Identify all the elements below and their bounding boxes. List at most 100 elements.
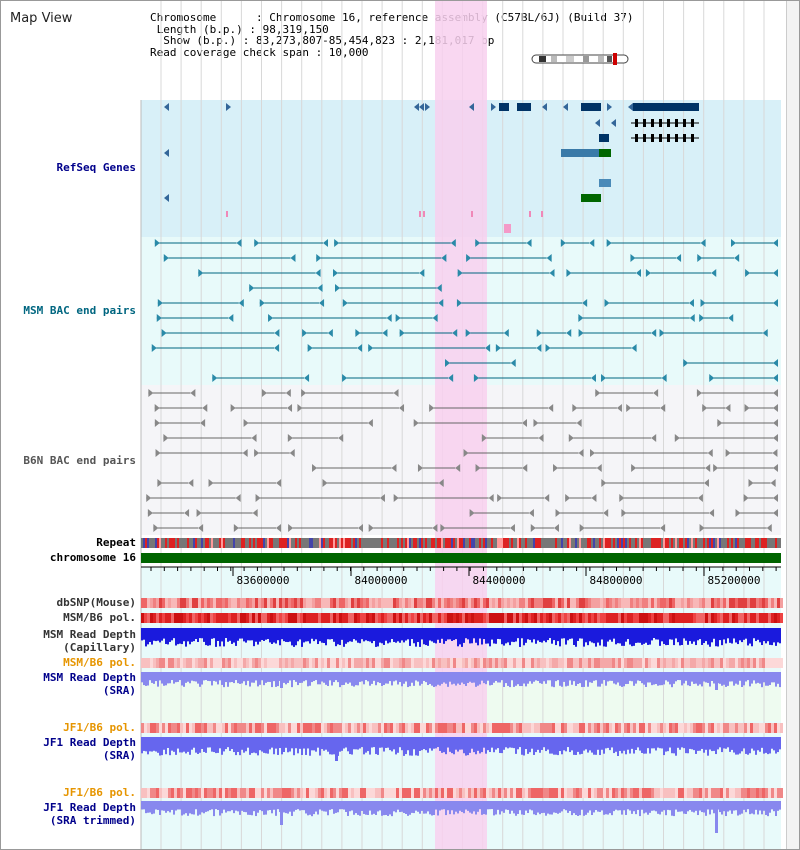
bac-end-arrow xyxy=(544,494,550,502)
repeat-feature xyxy=(573,538,575,548)
read-depth-bar xyxy=(385,801,387,815)
polymorphism-cell xyxy=(378,613,381,623)
read-depth-bar xyxy=(311,801,313,817)
repeat-feature xyxy=(767,538,769,548)
polymorphism-cell xyxy=(213,723,216,733)
read-depth-bar xyxy=(235,628,237,646)
read-depth-bar xyxy=(497,737,499,749)
repeat-feature xyxy=(603,538,605,548)
polymorphism-cell xyxy=(234,723,237,733)
gene-exon xyxy=(635,134,638,142)
read-depth-bar xyxy=(763,737,765,754)
read-depth-bar xyxy=(305,801,307,814)
read-depth-bar xyxy=(583,801,585,816)
gene-exon xyxy=(691,134,694,142)
polymorphism-cell xyxy=(351,788,354,798)
polymorphism-cell xyxy=(489,613,492,623)
repeat-feature xyxy=(235,538,237,548)
repeat-feature xyxy=(421,538,423,548)
bac-end-arrow xyxy=(553,524,559,532)
polymorphism-cell xyxy=(648,598,651,608)
read-depth-bar xyxy=(661,628,663,642)
polymorphism-cell xyxy=(222,788,225,798)
vertical-scrollbar[interactable] xyxy=(786,1,799,849)
repeat-feature xyxy=(619,538,621,548)
bac-end-arrow xyxy=(393,389,399,397)
read-depth-bar xyxy=(619,672,621,686)
polymorphism-cell xyxy=(627,723,630,733)
read-depth-bar xyxy=(501,672,503,681)
read-depth-bar xyxy=(431,628,433,642)
bac-end-arrow xyxy=(589,239,595,247)
bac-end-arrow xyxy=(522,464,528,472)
read-depth-bar xyxy=(529,672,531,682)
polymorphism-cell xyxy=(162,598,165,608)
read-depth-bar xyxy=(361,672,363,682)
read-depth-bar xyxy=(539,672,541,684)
read-depth-bar xyxy=(201,672,203,685)
read-depth-bar xyxy=(719,737,721,748)
read-depth-bar xyxy=(695,672,697,684)
polymorphism-cell xyxy=(252,658,255,668)
bac-end-arrow xyxy=(717,419,723,427)
polymorphism-cell xyxy=(312,723,315,733)
bac-end-arrow xyxy=(773,389,778,397)
polymorphism-cell xyxy=(588,658,591,668)
b6n-bac-track[interactable] xyxy=(146,389,778,532)
repeat-feature xyxy=(733,538,735,548)
refseq-genes-track[interactable] xyxy=(164,103,699,233)
polymorphism-cell xyxy=(501,613,504,623)
polymorphism-cell xyxy=(459,598,462,608)
repeat-feature xyxy=(633,538,635,548)
repeat-feature xyxy=(457,538,459,548)
polymorphism-cell xyxy=(237,658,240,668)
read-depth-bar xyxy=(553,672,555,688)
polymorphism-cell xyxy=(387,723,390,733)
read-depth-bar xyxy=(397,737,399,753)
read-depth-bar xyxy=(717,628,719,647)
polymorphism-cell xyxy=(168,658,171,668)
polymorphism-cell xyxy=(723,658,726,668)
read-depth-bar xyxy=(295,672,297,682)
bac-end-arrow xyxy=(743,494,749,502)
bac-end-arrow xyxy=(566,269,572,277)
read-depth-bar xyxy=(563,737,565,751)
repeat-feature xyxy=(669,538,671,548)
polymorphism-cell xyxy=(306,723,309,733)
read-depth-bar xyxy=(247,737,249,748)
polymorphism-cell xyxy=(732,598,735,608)
polymorphism-cell xyxy=(393,723,396,733)
polymorphism-cell xyxy=(408,658,411,668)
read-depth-spike xyxy=(280,672,283,688)
read-depth-bar xyxy=(233,672,235,684)
read-depth-bar xyxy=(399,737,401,748)
chromosome-ideogram[interactable] xyxy=(531,53,629,65)
polymorphism-cell xyxy=(156,598,159,608)
read-depth-bar xyxy=(665,801,667,816)
read-depth-bar xyxy=(385,672,387,684)
read-depth-bar xyxy=(365,672,367,681)
polymorphism-cell xyxy=(189,788,192,798)
repeat-feature xyxy=(187,538,189,548)
bac-end-arrow xyxy=(568,434,574,442)
bac-end-arrow xyxy=(417,464,423,472)
read-depth-bar xyxy=(197,801,199,816)
polymorphism-cell xyxy=(747,598,750,608)
read-depth-bar xyxy=(297,737,299,754)
gene-exon xyxy=(667,134,670,142)
polymorphism-cell xyxy=(597,658,600,668)
gene-exon xyxy=(599,149,611,157)
read-depth-bar xyxy=(415,801,417,811)
gene-feature xyxy=(471,211,473,217)
polymorphism-cell xyxy=(174,658,177,668)
polymorphism-cell xyxy=(243,723,246,733)
read-depth-bar xyxy=(511,672,513,681)
polymorphism-cell xyxy=(582,658,585,668)
read-depth-bar xyxy=(407,801,409,816)
polymorphism-cell xyxy=(447,788,450,798)
read-depth-bar xyxy=(671,801,673,816)
read-depth-bar xyxy=(147,628,149,645)
read-depth-bar xyxy=(341,628,343,640)
msm-bac-track[interactable] xyxy=(151,239,778,382)
